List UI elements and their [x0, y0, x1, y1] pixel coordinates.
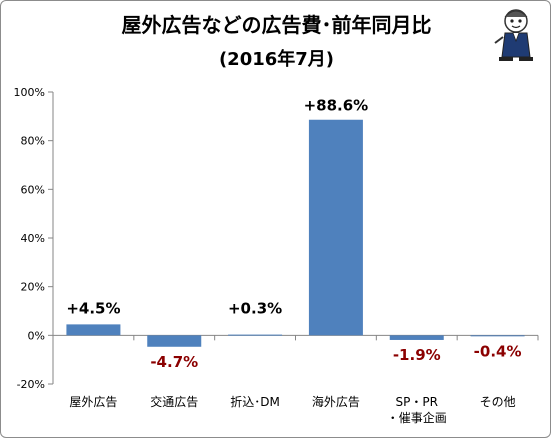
y-tick-label: 20% — [21, 281, 45, 294]
category-label: 屋外広告 — [69, 395, 117, 409]
category-label: ・催事企画 — [387, 410, 447, 425]
category-label: SP・PR — [396, 395, 438, 409]
bar — [389, 335, 444, 340]
chart-subtitle: (2016年7月) — [218, 49, 335, 70]
bar-value-label: +88.6% — [304, 97, 369, 115]
chart-title: 屋外広告などの広告費･前年同月比 — [121, 13, 432, 37]
x-axis — [52, 334, 539, 341]
category-labels: 屋外広告 交通広告 折込･DM 海外広告 SP・PR・催事企画 その他 — [69, 394, 515, 425]
bar-value-label: -4.7% — [150, 353, 198, 371]
y-tick-label: 80% — [21, 135, 45, 148]
bar-value-label: -1.9% — [393, 346, 441, 364]
bar — [308, 119, 363, 336]
category-label: 折込･DM — [230, 394, 280, 409]
bar — [470, 335, 525, 337]
bar-series — [66, 119, 525, 347]
bar-value-label: +0.3% — [228, 299, 282, 317]
bar — [147, 335, 202, 347]
category-label: その他 — [480, 395, 516, 409]
mascot-icon — [494, 9, 533, 61]
bar — [66, 324, 121, 336]
category-label: 交通広告 — [150, 394, 198, 409]
y-tick-label: 60% — [21, 183, 45, 196]
y-tick-label: -20% — [17, 378, 45, 391]
y-axis: -20% 0% 20% 40% 60% 80% 100% — [14, 86, 54, 391]
data-labels: +4.5% -4.7% +0.3% +88.6% -1.9% -0.4% — [66, 97, 521, 371]
bar-value-label: -0.4% — [474, 342, 522, 360]
y-tick-label: 40% — [21, 232, 45, 245]
y-tick-label: 0% — [28, 329, 45, 342]
bar-value-label: +4.5% — [66, 299, 120, 317]
y-tick-label: 100% — [14, 86, 45, 99]
bar — [228, 334, 283, 336]
category-label: 海外広告 — [312, 394, 360, 409]
